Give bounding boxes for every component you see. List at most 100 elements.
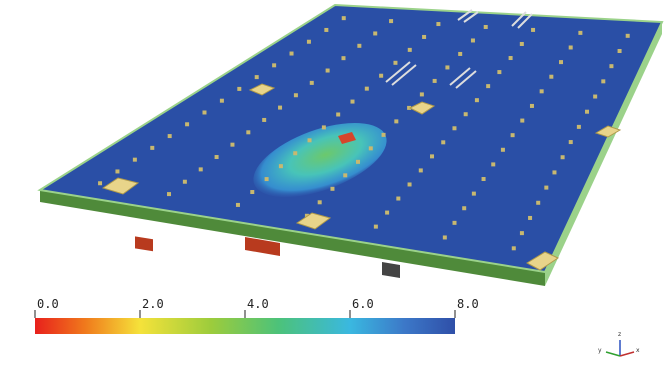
fixture [307,40,311,44]
fixture [250,190,254,194]
fixture [593,95,597,99]
outlet [135,236,153,251]
fixture [472,192,476,196]
fixture [486,84,490,88]
fixture [202,110,206,114]
fixture [585,110,589,114]
tick-label: 0.0 [37,297,59,311]
fixture [520,231,524,235]
fixture [609,64,613,68]
fixture [382,133,386,137]
fixture [497,70,501,74]
fixture [369,146,373,150]
fixture [357,44,361,48]
fixture [356,160,360,164]
fixture [373,31,377,35]
fixture [577,125,581,129]
fixture [293,151,297,155]
fixture [168,134,172,138]
fixture [544,186,548,190]
fixture [552,170,556,174]
fixture [272,63,276,67]
fixture [365,87,369,91]
fixture [237,87,241,91]
fixture [167,192,171,196]
fixture [290,52,294,56]
fixture [396,197,400,201]
fixture [436,22,440,26]
fixture [342,16,346,20]
fixture [528,216,532,220]
fixture [230,143,234,147]
fixture [115,169,119,173]
tick-label: 2.0 [142,297,164,311]
fixture [183,180,187,184]
fixture [536,201,540,205]
fixture [484,25,488,29]
fixture [601,79,605,83]
axis-label: z [618,331,621,338]
fixture [379,74,383,78]
fixture [133,158,137,162]
fixture [618,49,622,53]
fixture [408,48,412,52]
fixture [215,155,219,159]
fixture [318,200,322,204]
fixture [491,162,495,166]
fixture [343,173,347,177]
fixture [422,35,426,39]
fixture [408,182,412,186]
fixture [520,119,524,123]
fixture [464,112,468,116]
fixture [549,75,553,79]
fixture [150,146,154,150]
fixture [394,119,398,123]
axis-label: y [598,347,602,354]
fixture [626,34,630,38]
fixture [351,100,355,104]
fixture [420,92,424,96]
fixture [236,203,240,207]
fixture [482,177,486,181]
tick-label: 6.0 [352,297,374,311]
fixture [443,235,447,239]
fixture [501,148,505,152]
fixture [561,155,565,159]
fixture [475,98,479,102]
fixture [458,52,462,56]
fixture [445,65,449,69]
fixture [326,69,330,73]
fixture [255,75,259,79]
fixture [419,168,423,172]
fixture [246,130,250,134]
fixture [278,106,282,110]
fixture [199,167,203,171]
fixture [531,28,535,32]
fixture [308,138,312,142]
fixture [385,211,389,215]
fixture [559,60,563,64]
fixture [336,112,340,116]
fixture [374,225,378,229]
fixture [330,187,334,191]
axis-label: x [636,347,640,354]
colorbar-gradient [35,318,455,334]
fixture [185,122,189,126]
fixture [471,38,475,42]
fixture [511,133,515,137]
fixture [322,125,326,129]
fixture [441,140,445,144]
fixture [530,104,534,108]
fixture [294,93,298,97]
fixture [393,61,397,65]
fixture [578,31,582,35]
fixture [341,56,345,60]
fixture [389,19,393,23]
fixture [433,79,437,83]
fixture [98,181,102,185]
scene: 0.02.04.06.08.0 z x y [0,0,667,367]
fixture [453,221,457,225]
fixture [520,42,524,46]
fixture [569,45,573,49]
